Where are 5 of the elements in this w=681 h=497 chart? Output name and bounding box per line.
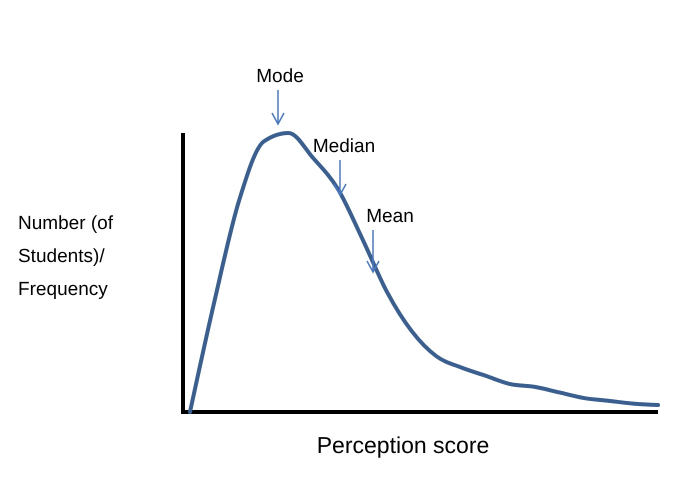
x-axis-title: Perception score (316, 432, 490, 458)
y-axis-title: Number (of Students)/ Frequency (18, 213, 114, 300)
annotation: Median (312, 136, 376, 157)
annotation: Mean (366, 206, 414, 227)
text: Mode (256, 66, 304, 87)
